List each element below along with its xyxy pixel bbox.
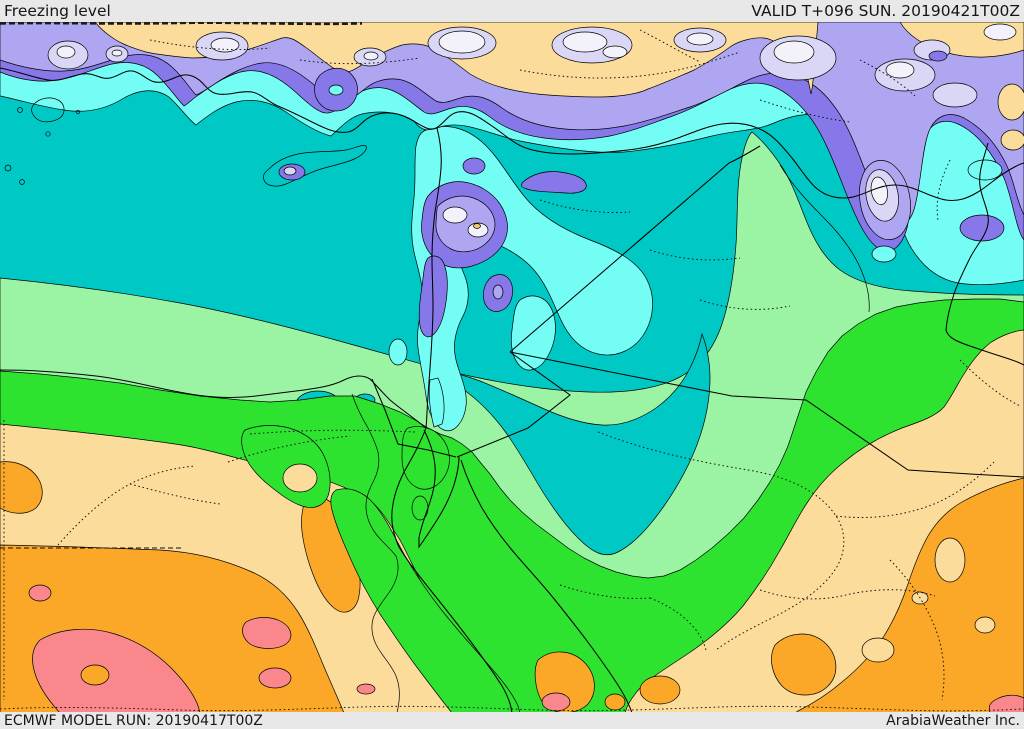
contour-funnel <box>859 160 911 240</box>
orange-hole <box>80 664 110 686</box>
band-orange-east <box>795 477 1024 712</box>
band-purple-top <box>0 22 1024 252</box>
attribution-label: ArabiaWeather Inc. <box>886 712 1020 729</box>
pink-blob <box>258 667 292 689</box>
wheat-hole <box>861 637 895 663</box>
pink-corner <box>988 694 1024 712</box>
green-sinai-tip <box>411 495 429 521</box>
cyan-pocket <box>871 245 897 263</box>
nile-river <box>351 393 400 712</box>
levant-coast <box>425 127 442 429</box>
pink-blob <box>541 692 571 712</box>
cyprus <box>263 145 367 187</box>
teal-tongue <box>431 332 711 556</box>
island-rhodes <box>31 97 65 123</box>
jordan-saudi-border <box>456 351 571 458</box>
syria-iraq-border-link <box>728 145 761 164</box>
valid-time-label: VALID T+096 SUN. 20190421T00Z <box>751 2 1020 20</box>
islet <box>19 179 25 185</box>
top-edge-contour-clutter <box>0 22 363 26</box>
sinai-coast <box>418 429 460 549</box>
wheat-blob-right-edge <box>1000 129 1024 151</box>
wheat-hole <box>934 537 966 583</box>
orange-blob <box>0 461 43 514</box>
jordan-iraq-border <box>509 162 730 353</box>
purple-blob-right-edge <box>959 214 1005 242</box>
islet <box>17 107 23 113</box>
footer-bar: ECMWF MODEL RUN: 20190417T00Z ArabiaWeat… <box>0 712 1024 729</box>
red-sea-west-coast <box>391 427 513 712</box>
mesopotamia-river <box>779 164 870 313</box>
wheat-pocket <box>282 463 318 493</box>
wheat-blob-right-edge <box>997 83 1024 121</box>
swirl-cyan-pocket <box>328 84 344 96</box>
admin-boundaries-dotted <box>0 29 1024 712</box>
lebanon-contour-stack <box>418 157 587 338</box>
green-red-sea-band <box>330 488 521 712</box>
orange-blob <box>604 693 626 711</box>
islet <box>45 131 51 137</box>
wheat-hole <box>974 616 996 634</box>
cyan-patch-ne <box>967 159 1003 181</box>
islet <box>4 164 12 172</box>
freezing-level-map <box>0 22 1024 712</box>
header-bar: Freezing level VALID T+096 SUN. 20190421… <box>0 0 1024 22</box>
band-light-purple-top <box>0 22 1024 225</box>
pink-region <box>32 628 201 712</box>
cyan-blob <box>388 338 408 366</box>
islet <box>75 109 81 115</box>
dead-sea-sliver <box>428 377 445 428</box>
pink-blob <box>242 617 292 649</box>
iraq-saudi-border <box>509 351 1024 478</box>
pink-blob <box>28 584 52 602</box>
orange-blob <box>639 675 681 705</box>
model-run-label: ECMWF MODEL RUN: 20190417T00Z <box>4 712 263 729</box>
iran-border-gulf-coast <box>945 142 1024 366</box>
egypt-coast <box>0 369 427 429</box>
red-sea-east-coast <box>460 459 633 712</box>
coastlines-and-borders <box>0 67 1024 712</box>
high-band-blobs <box>47 23 1017 108</box>
page-title: Freezing level <box>4 2 111 20</box>
egypt-israel-jordan-borders <box>371 378 457 458</box>
turkey-coast-border <box>0 67 1024 202</box>
pink-blob <box>356 683 376 695</box>
orange-blob <box>771 633 837 696</box>
